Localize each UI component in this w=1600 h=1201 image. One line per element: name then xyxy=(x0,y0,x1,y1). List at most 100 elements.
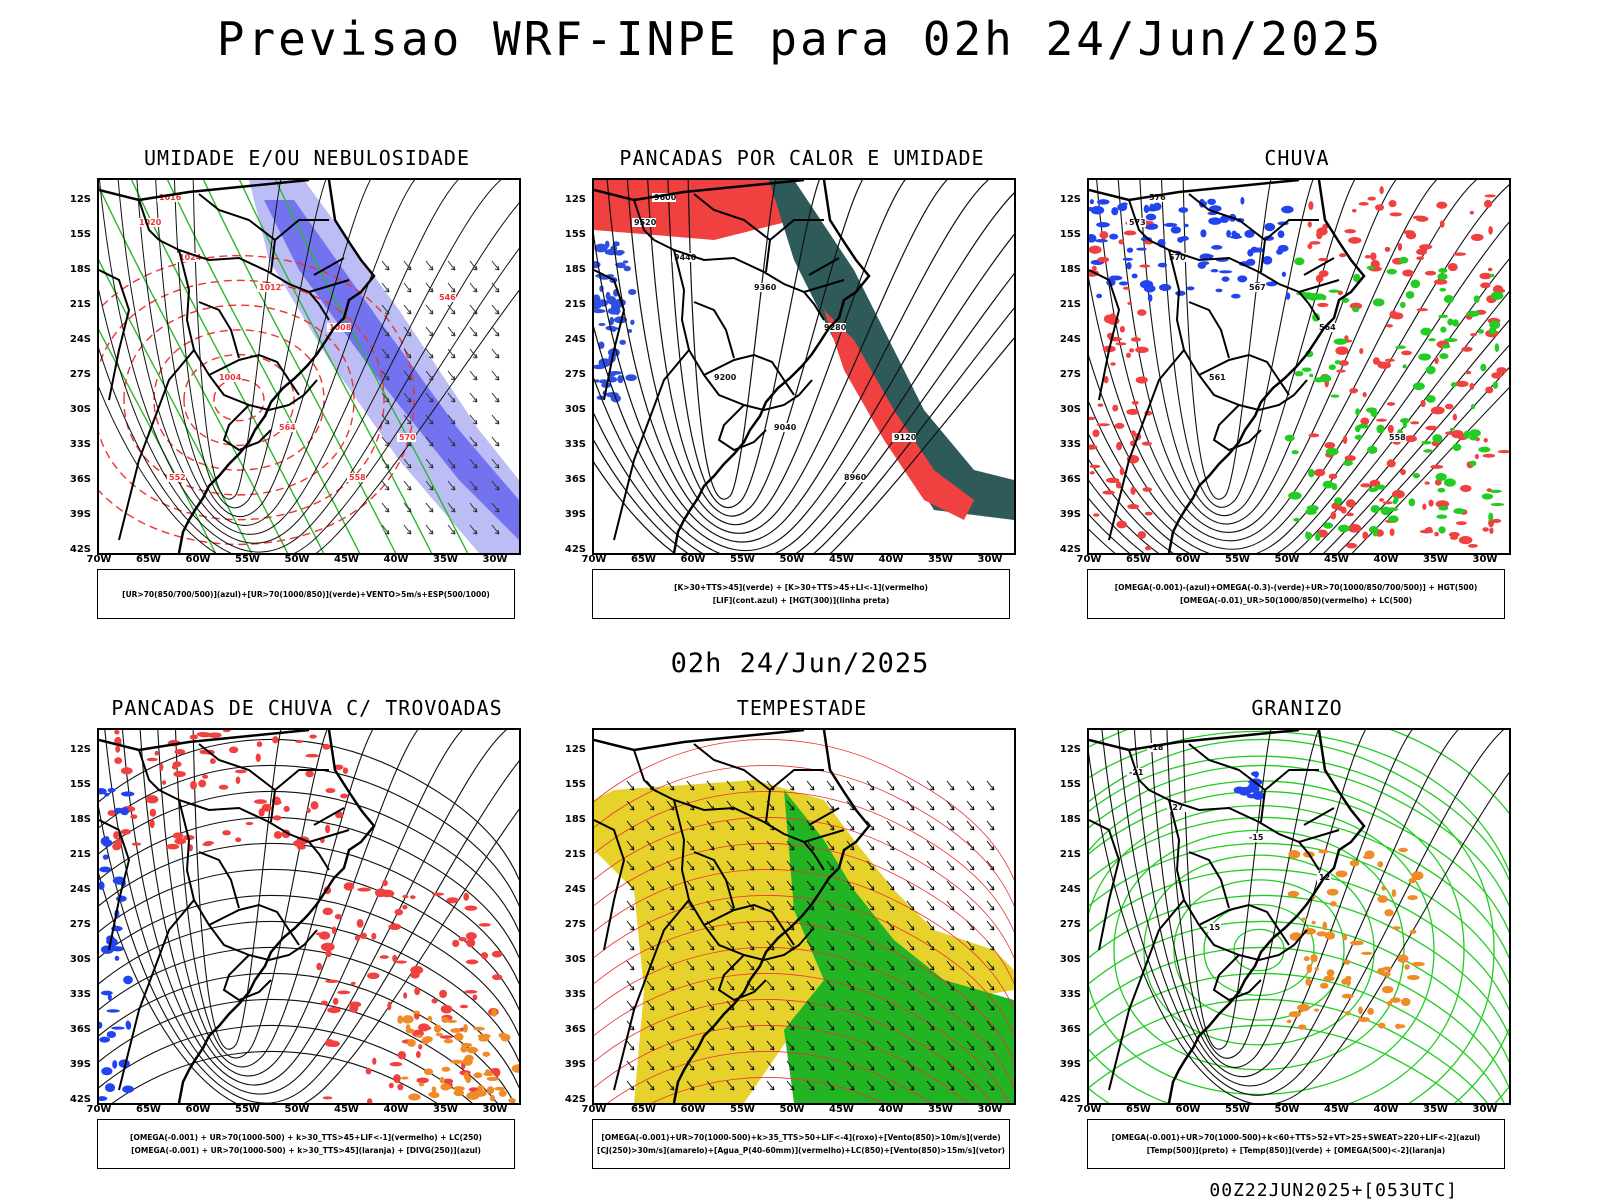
precip-cell xyxy=(1372,298,1385,307)
contour-label-bg xyxy=(257,283,281,292)
precip-cell xyxy=(1482,527,1489,532)
precip-cell xyxy=(1144,511,1153,516)
contour-line xyxy=(99,738,519,881)
precip-cell xyxy=(1470,233,1484,241)
legend-text: [OMEGA(-0.01)_UR>50(1000/850)(vermelho) … xyxy=(1179,596,1413,605)
wind-vector xyxy=(491,436,500,447)
contour-line xyxy=(99,760,519,1103)
precip-cell xyxy=(1441,344,1451,349)
country-border xyxy=(198,851,240,909)
lon-tick-label: 35W xyxy=(433,1104,458,1115)
wind-vector xyxy=(746,800,755,811)
lon-tick-label: 50W xyxy=(1274,1104,1300,1115)
precip-cell xyxy=(123,975,133,985)
wind-vector xyxy=(491,326,500,337)
lon-tick-label: 50W xyxy=(1274,554,1300,565)
wind-vector xyxy=(403,502,412,513)
contour-label: 570 xyxy=(1169,253,1186,262)
precip-cell xyxy=(120,767,133,775)
shaded-region xyxy=(769,180,1014,520)
precip-cell xyxy=(446,897,459,904)
precip-cell xyxy=(431,998,438,1004)
precip-cell xyxy=(423,1068,434,1076)
precip-cell xyxy=(120,829,131,835)
lon-tick-label: 45W xyxy=(829,554,854,565)
lat-tick-label: 33S xyxy=(564,989,586,1000)
contour-label: 8960 xyxy=(844,473,867,482)
wind-vector xyxy=(806,880,815,891)
panel-title: GRANIZO xyxy=(1251,696,1343,720)
precip-cell xyxy=(392,954,398,963)
precip-cell xyxy=(1344,959,1351,965)
lat-tick-label: 15S xyxy=(1059,229,1081,240)
precip-cell xyxy=(1240,196,1245,205)
wind-vector xyxy=(469,348,478,359)
wind-vector xyxy=(425,414,434,425)
precip-cell xyxy=(114,955,120,961)
precip-cell xyxy=(1246,258,1256,266)
contour-line xyxy=(1117,180,1397,525)
precip-cell xyxy=(356,919,364,928)
wind-vector xyxy=(746,780,755,791)
legend-text: [OMEGA(-0.001) + UR>70(1000-500) + k>30_… xyxy=(130,1133,482,1142)
precip-cell xyxy=(1467,543,1478,548)
wind-vector xyxy=(666,880,675,891)
wind-vector xyxy=(403,458,412,469)
precip-cell xyxy=(1328,289,1340,293)
contour-line xyxy=(594,791,1014,933)
precip-cell xyxy=(478,923,491,927)
wind-vector xyxy=(926,900,935,911)
precip-cell xyxy=(1461,346,1473,352)
wind-vector xyxy=(469,326,478,337)
country-border xyxy=(118,349,195,541)
precip-cell xyxy=(99,1036,111,1043)
precip-cell xyxy=(1089,206,1093,212)
precip-cell xyxy=(1119,325,1125,333)
precip-cell xyxy=(397,1015,404,1024)
precip-cell xyxy=(305,753,319,758)
precip-cell xyxy=(1389,310,1398,319)
wind-vector xyxy=(786,1040,795,1051)
lat-tick-label: 42S xyxy=(564,544,586,555)
country-border xyxy=(693,851,735,909)
wind-vector xyxy=(986,920,995,931)
precip-cell xyxy=(1374,204,1385,211)
precip-cell xyxy=(1330,511,1337,520)
contour-label-bg xyxy=(277,423,296,432)
precip-cell xyxy=(1386,459,1396,468)
lon-tick-label: 65W xyxy=(1126,554,1151,565)
precip-cell xyxy=(1293,517,1300,522)
precip-cell xyxy=(325,824,331,834)
precip-cell xyxy=(1352,306,1360,313)
legend-box: [OMEGA(-0.001)+UR>70(1000-500)+k>35_TTS>… xyxy=(592,1119,1010,1169)
lat-tick-label: 24S xyxy=(564,334,586,345)
wind-vector xyxy=(946,960,955,971)
wind-vector xyxy=(447,458,456,469)
precip-cell xyxy=(465,959,479,965)
precip-cell xyxy=(594,364,606,370)
precip-cell xyxy=(607,307,621,315)
precip-cell xyxy=(1122,286,1130,290)
precip-cell xyxy=(415,1034,423,1038)
wind-vector xyxy=(726,840,735,851)
lon-tick-label: 50W xyxy=(779,554,805,565)
lon-tick-label: 65W xyxy=(631,554,656,565)
lon-tick-label: 40W xyxy=(878,1104,904,1115)
precip-cell xyxy=(1324,931,1336,940)
country-border xyxy=(633,749,655,791)
country-border xyxy=(1260,769,1319,823)
wind-vector xyxy=(926,860,935,871)
precip-cell xyxy=(1424,481,1430,485)
precip-cell xyxy=(145,795,159,804)
precip-cell xyxy=(1349,302,1363,310)
wind-vector xyxy=(686,820,695,831)
precip-cell xyxy=(1344,229,1357,234)
precip-cell xyxy=(1405,291,1415,299)
precip-cell xyxy=(1318,849,1329,854)
contour-line xyxy=(1182,180,1272,500)
contour-label: 9440 xyxy=(674,253,697,262)
precip-cell xyxy=(1288,491,1302,500)
precip-cell xyxy=(322,907,333,916)
precip-cell xyxy=(1089,245,1102,254)
precip-cell xyxy=(1307,243,1313,250)
